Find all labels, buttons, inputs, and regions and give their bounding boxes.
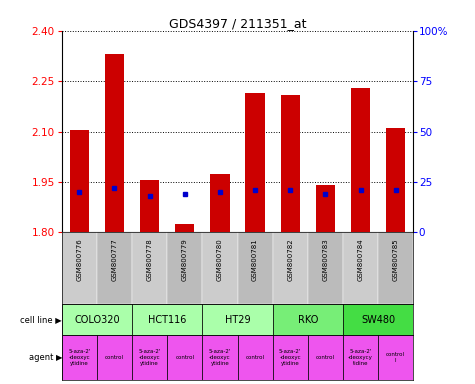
Text: GSM800780: GSM800780 [217, 238, 223, 281]
Bar [273, 304, 343, 335]
Bar [132, 304, 202, 335]
Bar [70, 130, 89, 232]
Bar [97, 335, 132, 380]
Text: GSM800779: GSM800779 [182, 238, 188, 281]
Bar [140, 180, 159, 232]
Bar [167, 232, 202, 304]
Bar [316, 185, 335, 232]
Text: cell line ▶: cell line ▶ [20, 315, 62, 324]
Text: 5-aza-2'
-deoxyc
ytidine: 5-aza-2' -deoxyc ytidine [279, 349, 302, 366]
Bar [246, 93, 265, 232]
Bar [343, 232, 378, 304]
Text: GSM800778: GSM800778 [147, 238, 152, 281]
Bar [175, 224, 194, 232]
Bar [281, 94, 300, 232]
Text: GSM800776: GSM800776 [76, 238, 82, 281]
Text: GSM800781: GSM800781 [252, 238, 258, 281]
Bar [308, 232, 343, 304]
Bar [273, 232, 308, 304]
Bar [202, 304, 273, 335]
Bar [378, 232, 413, 304]
Text: control: control [175, 355, 194, 360]
Bar [105, 54, 124, 232]
Text: 5-aza-2'
-deoxyc
ytidine: 5-aza-2' -deoxyc ytidine [209, 349, 231, 366]
Bar [132, 232, 167, 304]
Bar [62, 335, 97, 380]
Bar [202, 335, 238, 380]
Text: GSM800782: GSM800782 [287, 238, 293, 281]
Text: HCT116: HCT116 [148, 314, 186, 325]
Bar [167, 335, 202, 380]
Text: control: control [246, 355, 265, 360]
Text: HT29: HT29 [225, 314, 250, 325]
Text: COLO320: COLO320 [74, 314, 120, 325]
Bar [343, 335, 378, 380]
Text: control: control [316, 355, 335, 360]
Text: GSM800785: GSM800785 [393, 238, 399, 281]
Bar [62, 304, 132, 335]
Bar [308, 335, 343, 380]
Bar [62, 232, 97, 304]
Bar [132, 335, 167, 380]
Text: SW480: SW480 [361, 314, 395, 325]
Title: GDS4397 / 211351_at: GDS4397 / 211351_at [169, 17, 306, 30]
Bar [386, 128, 405, 232]
Text: 5-aza-2'
-deoxycy
tidine: 5-aza-2' -deoxycy tidine [348, 349, 373, 366]
Bar [343, 304, 413, 335]
Text: control
l: control l [386, 353, 405, 363]
Text: 5-aza-2'
-deoxyc
ytidine: 5-aza-2' -deoxyc ytidine [68, 349, 91, 366]
Bar [97, 232, 132, 304]
Bar [202, 232, 238, 304]
Text: control: control [105, 355, 124, 360]
Text: agent ▶: agent ▶ [28, 353, 62, 362]
Text: RKO: RKO [298, 314, 318, 325]
Text: GSM800783: GSM800783 [323, 238, 328, 281]
Text: GSM800777: GSM800777 [112, 238, 117, 281]
Bar [273, 335, 308, 380]
Bar [238, 232, 273, 304]
Bar [378, 335, 413, 380]
Bar [210, 174, 229, 232]
Text: GSM800784: GSM800784 [358, 238, 363, 281]
Bar [351, 88, 370, 232]
Text: 5-aza-2'
-deoxyc
ytidine: 5-aza-2' -deoxyc ytidine [138, 349, 161, 366]
Bar [238, 335, 273, 380]
